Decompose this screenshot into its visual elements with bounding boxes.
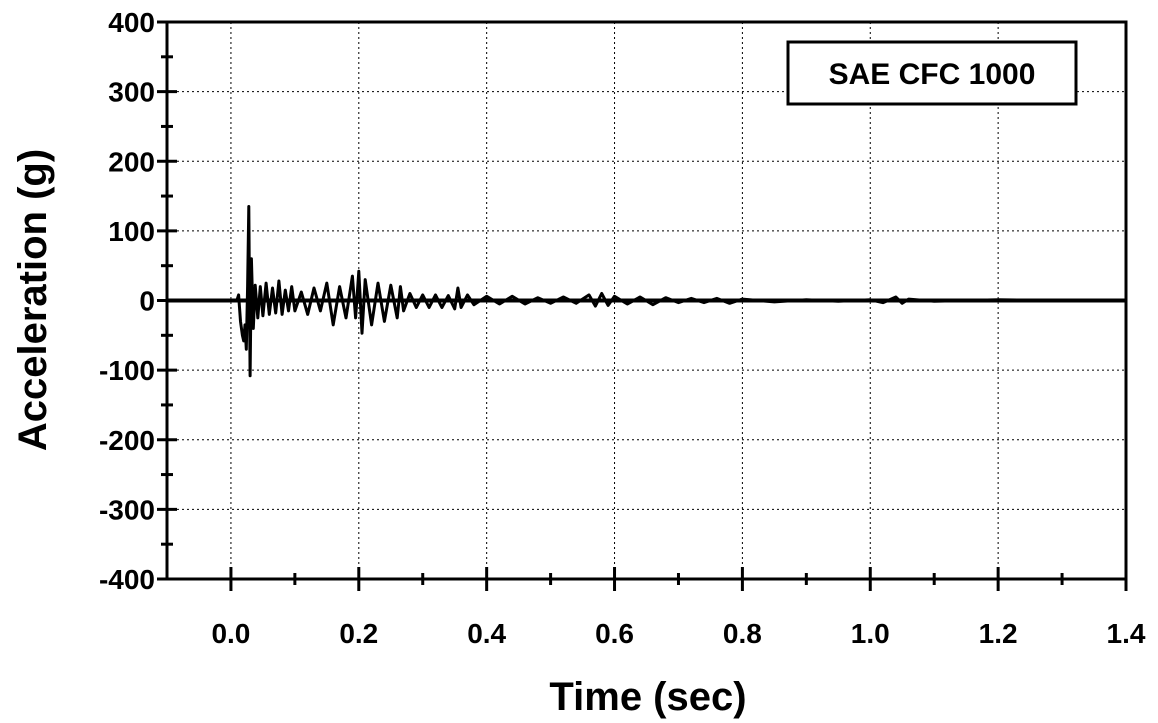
y-tick-label: -100 (99, 355, 155, 386)
x-tick-label: 1.0 (851, 618, 890, 649)
tick-marks (157, 20, 1128, 591)
acceleration-series-line (167, 205, 1126, 378)
legend-label: SAE CFC 1000 (829, 58, 1036, 91)
y-tick-label: 200 (108, 146, 155, 177)
y-tick-label: 0 (139, 286, 155, 317)
y-tick-label: -300 (99, 494, 155, 525)
x-tick-labels: 0.0 0.2 0.4 0.6 0.8 1.0 1.2 1.4 (211, 618, 1145, 649)
legend-box: SAE CFC 1000 (786, 40, 1078, 106)
y-tick-label: 400 (108, 7, 155, 38)
series-layer (167, 205, 1126, 378)
x-tick-label: 0.2 (339, 618, 378, 649)
y-tick-label: 300 (108, 77, 155, 108)
x-tick-label: 0.4 (467, 618, 506, 649)
x-tick-label: 1.2 (979, 618, 1018, 649)
x-axis-title: Time (sec) (549, 675, 746, 719)
y-tick-labels: 400 300 200 100 0 -100 -200 -300 -400 (99, 7, 155, 595)
y-tick-label: -400 (99, 564, 155, 595)
y-tick-label: -200 (99, 425, 155, 456)
y-tick-label: 100 (108, 216, 155, 247)
y-axis-title: Acceleration (g) (11, 149, 55, 451)
x-tick-label: 0.6 (595, 618, 634, 649)
x-tick-label: 0.8 (723, 618, 762, 649)
x-tick-label: 0.0 (211, 618, 250, 649)
x-tick-label: 1.4 (1107, 618, 1146, 649)
